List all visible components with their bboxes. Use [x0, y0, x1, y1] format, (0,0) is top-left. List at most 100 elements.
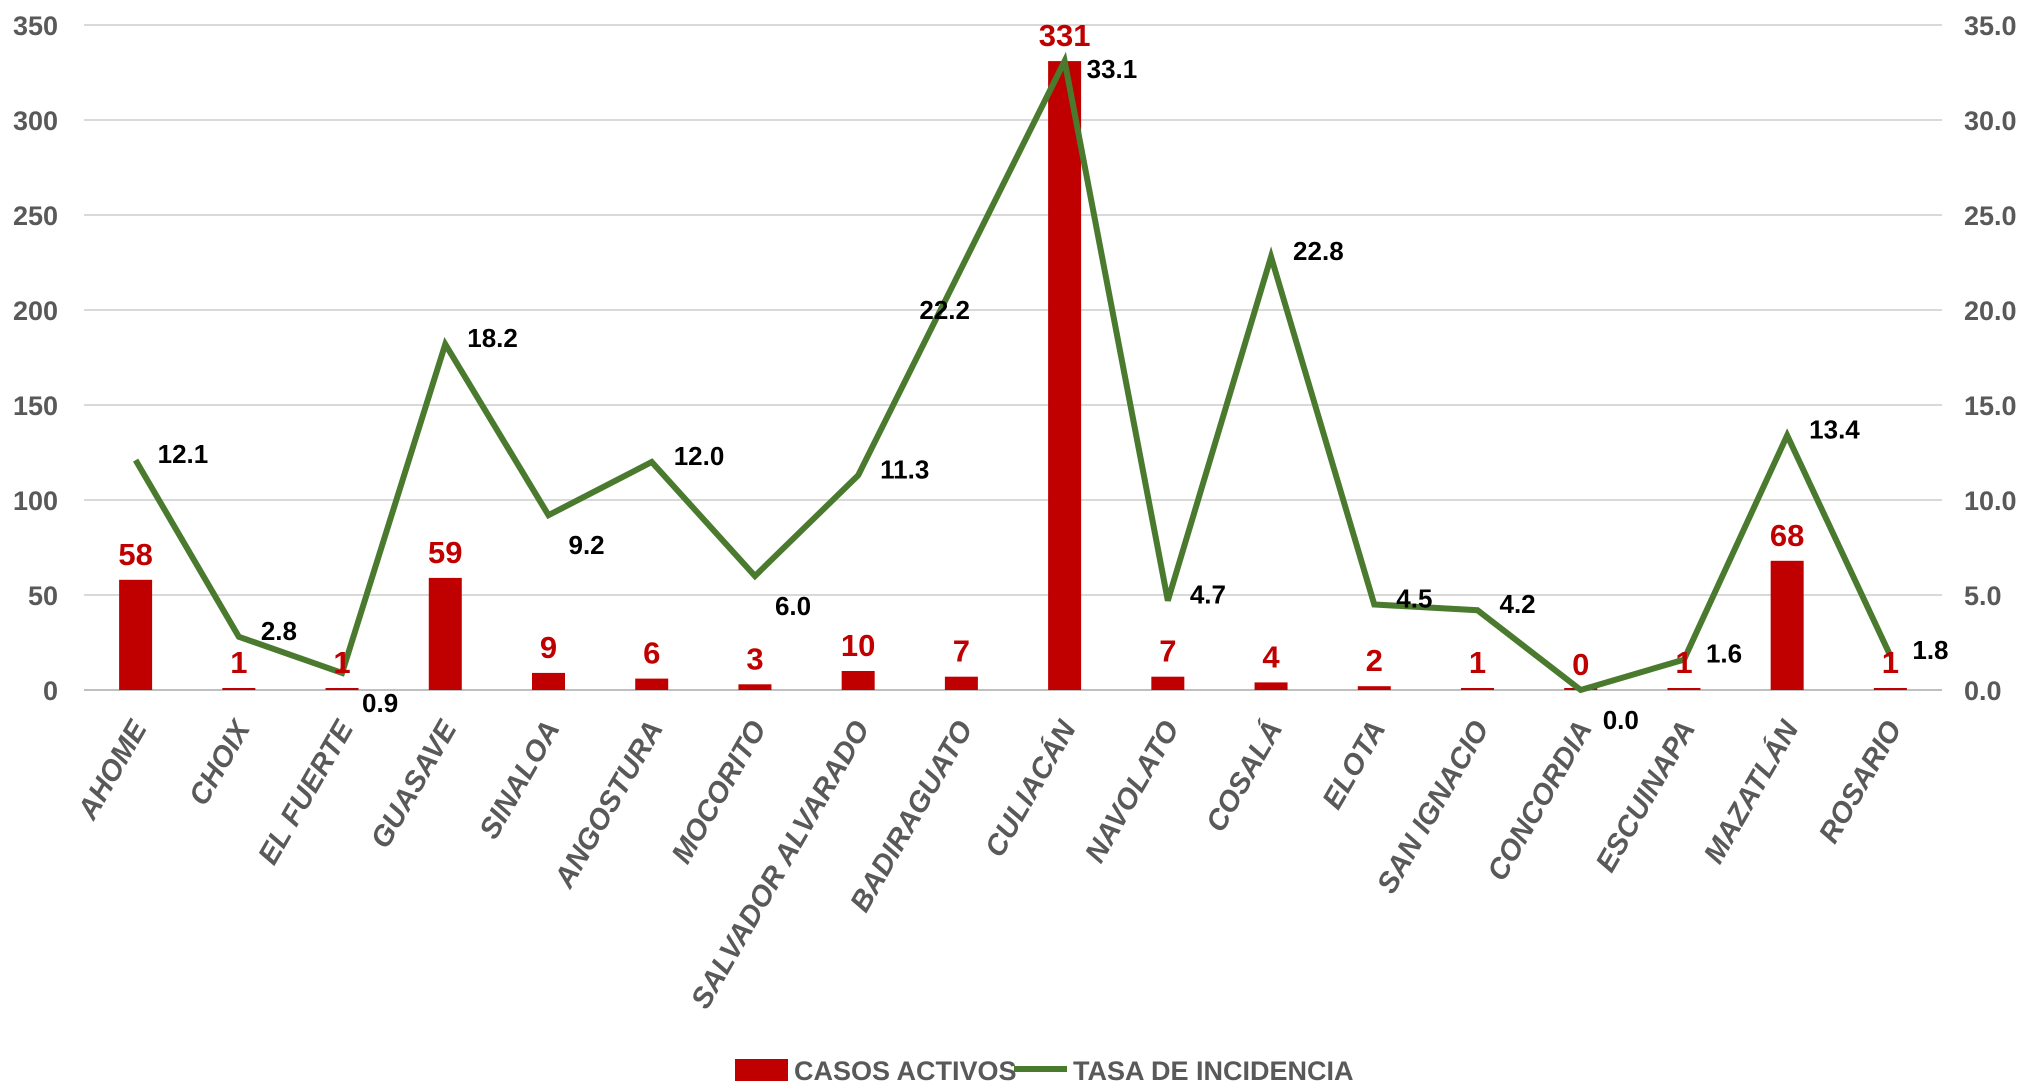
- category-label: SALVADOR ALVARADO: [685, 715, 876, 1014]
- incidence-line: [133, 51, 1894, 694]
- bar-value-label: 10: [841, 628, 875, 663]
- left-axis: 0 50 100 150 200 250 300 350: [13, 11, 58, 706]
- line-value-label: 12.0: [674, 441, 725, 471]
- right-tick-label: 5.0: [1964, 581, 2002, 611]
- right-tick-label: 25.0: [1964, 201, 2017, 231]
- left-tick-label: 150: [13, 391, 58, 421]
- category-label: NAVOLATO: [1079, 715, 1186, 868]
- legend: CASOS ACTIVOS TASA DE INCIDENCIA: [735, 1056, 1354, 1086]
- category-label: SINALOA: [474, 716, 567, 845]
- right-tick-label: 35.0: [1964, 11, 2017, 41]
- line-value-label: 18.2: [467, 323, 518, 353]
- line-value-label: 22.2: [919, 295, 970, 325]
- left-tick-label: 100: [13, 486, 58, 516]
- bar-value-label: 4: [1262, 639, 1280, 674]
- bar: [944, 676, 978, 690]
- bar-value-label: 331: [1039, 18, 1091, 53]
- line-value-label: 6.0: [775, 591, 811, 621]
- bar: [119, 579, 153, 690]
- bar-value-label: 1: [1469, 645, 1486, 680]
- bar: [1461, 688, 1494, 690]
- bars: [119, 61, 1907, 691]
- bar-value-label: 7: [1159, 634, 1176, 669]
- line-value-label: 4.2: [1500, 589, 1536, 619]
- category-label: SAN IGNACIO: [1371, 715, 1496, 899]
- left-tick-label: 0: [43, 676, 58, 706]
- bar: [841, 671, 875, 690]
- right-tick-label: 0.0: [1964, 676, 2002, 706]
- bar: [1357, 686, 1391, 690]
- legend-label-line: TASA DE INCIDENCIA: [1073, 1056, 1354, 1085]
- bar-value-label: 0: [1572, 647, 1589, 682]
- bar: [428, 577, 462, 690]
- grid: [84, 24, 1942, 691]
- left-tick-label: 200: [13, 296, 58, 326]
- line-value-label: 12.1: [158, 439, 209, 469]
- right-axis: 0.0 5.0 10.0 15.0 20.0 25.0 30.0 35.0: [1964, 11, 2017, 706]
- right-tick-label: 30.0: [1964, 106, 2017, 136]
- category-label: ROSARIO: [1813, 715, 1909, 849]
- line-value-labels: 12.1 2.8 0.9 18.2 9.2 12.0 6.0 11.3 22.2 33.1 4.7 2…: [158, 54, 1949, 735]
- bar-value-label: 6: [643, 636, 660, 671]
- bar-value-label: 1: [1675, 645, 1692, 680]
- left-tick-label: 300: [13, 106, 58, 136]
- line-value-label: 2.8: [261, 616, 297, 646]
- bar: [325, 688, 359, 690]
- category-label: CONCORDIA: [1482, 716, 1599, 887]
- bar: [1151, 676, 1185, 690]
- line-value-label: 0.0: [1603, 705, 1639, 735]
- bar: [635, 678, 669, 690]
- bar: [1667, 688, 1701, 690]
- line-value-label: 0.9: [362, 688, 398, 718]
- bar: [1048, 61, 1082, 691]
- category-label: GUASAVE: [365, 714, 464, 854]
- left-tick-label: 250: [13, 201, 58, 231]
- line-value-label: 4.7: [1190, 580, 1226, 610]
- category-label: ESCUINAPA: [1590, 716, 1702, 878]
- bar-value-label: 9: [540, 630, 557, 665]
- incidence-line-layer: [133, 51, 1894, 694]
- left-tick-label: 50: [28, 581, 58, 611]
- bar-value-label: 68: [1770, 518, 1804, 553]
- line-value-label: 11.3: [880, 454, 929, 484]
- category-label: ELOTA: [1317, 716, 1393, 815]
- left-tick-label: 350: [13, 11, 58, 41]
- bar-value-label: 1: [230, 645, 247, 680]
- category-label: CHOIX: [183, 714, 257, 811]
- right-tick-label: 15.0: [1964, 391, 2017, 421]
- line-value-label: 33.1: [1087, 54, 1138, 84]
- bar-value-label: 7: [953, 634, 970, 669]
- category-label: COSALÁ: [1199, 715, 1289, 838]
- line-value-label: 1.8: [1912, 635, 1948, 665]
- bar: [532, 672, 565, 690]
- bar-value-label: 3: [746, 641, 763, 676]
- right-tick-label: 20.0: [1964, 296, 2017, 326]
- line-value-label: 13.4: [1809, 414, 1860, 444]
- bar: [1873, 688, 1907, 690]
- bar-value-label: 59: [428, 535, 462, 570]
- bar-value-label: 2: [1366, 643, 1383, 678]
- legend-label-bar: CASOS ACTIVOS: [794, 1056, 1017, 1085]
- category-label: ANGOSTURA: [548, 716, 670, 895]
- bar: [222, 688, 256, 690]
- legend-swatch-bar: [735, 1059, 788, 1081]
- bar-value-label: 58: [118, 537, 152, 572]
- bar: [738, 684, 772, 690]
- right-tick-label: 10.0: [1964, 486, 2017, 516]
- line-value-label: 22.8: [1293, 236, 1344, 266]
- bar-value-label: 1: [1882, 645, 1899, 680]
- line-value-label: 1.6: [1706, 639, 1742, 669]
- category-label: EL FUERTE: [252, 714, 361, 870]
- bar: [1254, 682, 1288, 690]
- line-value-label: 4.5: [1396, 584, 1432, 614]
- line-value-label: 9.2: [569, 530, 605, 560]
- category-label: CULIACÁN: [978, 714, 1083, 863]
- category-label: MAZATLÁN: [1697, 714, 1806, 869]
- category-label: MOCORITO: [666, 715, 773, 869]
- bar: [1770, 560, 1804, 690]
- category-label: AHOME: [71, 714, 154, 826]
